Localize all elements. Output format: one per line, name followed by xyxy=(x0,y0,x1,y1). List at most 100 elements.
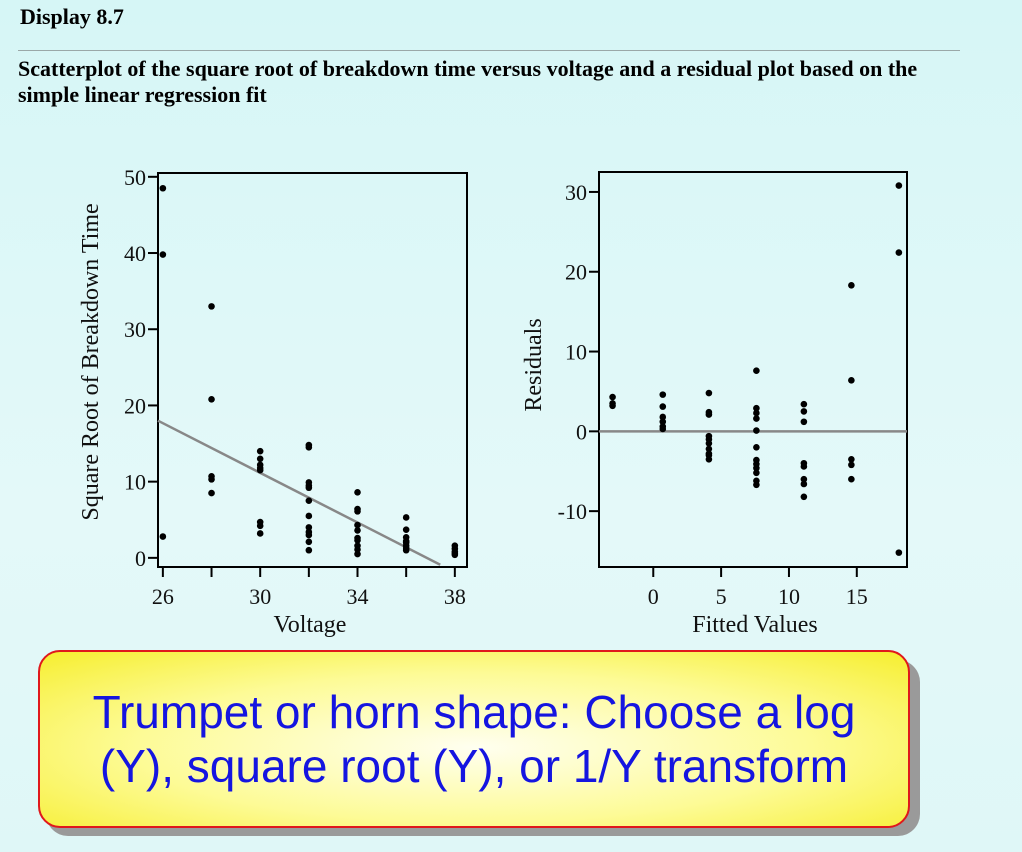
y-tick-label: 30 xyxy=(565,180,587,205)
data-point xyxy=(354,489,361,496)
data-point xyxy=(800,475,808,483)
title-divider xyxy=(18,50,960,51)
data-point xyxy=(609,402,616,410)
data-point xyxy=(402,526,410,533)
data-point xyxy=(354,550,361,558)
data-point xyxy=(305,524,313,531)
data-point xyxy=(305,531,313,539)
data-point xyxy=(659,391,667,398)
x-tick-label: 5 xyxy=(716,584,727,609)
data-point xyxy=(159,184,167,192)
y-tick-label: 40 xyxy=(124,241,146,266)
data-point xyxy=(256,466,264,474)
x-tick-label: 15 xyxy=(846,584,868,609)
data-point xyxy=(895,549,903,556)
data-point xyxy=(659,413,667,421)
figure-caption: Scatterplot of the square root of breakd… xyxy=(18,56,918,107)
data-point xyxy=(305,546,313,554)
residual-plot: -10 0 10 20 30 0 5 10 15 Fitted Values Residual… xyxy=(521,171,908,638)
data-point xyxy=(800,463,808,470)
right-data-points xyxy=(609,182,903,556)
data-point xyxy=(256,530,264,537)
voltage-scatterplot: 0 10 20 30 40 50 26 30 34 38 Voltage Square Root… xyxy=(78,165,468,638)
data-point xyxy=(800,480,808,488)
data-point xyxy=(848,475,855,483)
data-point xyxy=(848,376,855,384)
data-point xyxy=(354,527,361,534)
data-point xyxy=(402,546,410,554)
left-x-axis-ticks: 26 30 34 38 xyxy=(152,567,466,609)
data-point xyxy=(305,444,313,451)
data-point xyxy=(305,512,313,520)
left-plot-frame xyxy=(157,172,468,568)
transform-callout: Trumpet or horn shape: Choose a log (Y),… xyxy=(38,650,910,828)
left-x-axis-title: Voltage xyxy=(274,612,347,638)
y-tick-label: 50 xyxy=(124,165,146,190)
left-y-axis-title: Square Root of Breakdown Time xyxy=(78,203,104,520)
data-point xyxy=(208,396,215,403)
y-tick-label: -10 xyxy=(558,499,587,524)
data-point xyxy=(705,389,713,397)
data-point xyxy=(159,251,167,258)
display-label: Display 8.7 xyxy=(20,4,124,29)
data-point xyxy=(753,481,760,489)
y-tick-label: 10 xyxy=(565,340,587,365)
data-point xyxy=(256,447,264,455)
data-point xyxy=(800,493,808,501)
data-point xyxy=(256,455,264,463)
data-point xyxy=(159,533,167,540)
y-tick-label: 0 xyxy=(576,419,587,444)
data-point xyxy=(753,367,760,374)
data-point xyxy=(895,182,903,189)
left-data-points xyxy=(159,184,459,559)
right-x-axis-title: Fitted Values xyxy=(692,612,818,638)
right-plot-frame xyxy=(598,171,908,568)
right-x-axis-ticks: 0 5 10 15 xyxy=(648,567,868,609)
x-tick-label: 30 xyxy=(249,584,271,609)
x-tick-label: 26 xyxy=(152,584,174,609)
data-point xyxy=(609,393,616,401)
data-point xyxy=(208,476,215,483)
data-point xyxy=(753,409,760,417)
x-tick-label: 38 xyxy=(444,584,466,609)
callout-text: Trumpet or horn shape: Choose a log (Y),… xyxy=(92,686,856,792)
data-point xyxy=(705,445,713,453)
data-point xyxy=(800,400,808,408)
x-tick-label: 34 xyxy=(347,584,369,609)
y-tick-label: 10 xyxy=(124,470,146,495)
data-point xyxy=(354,508,361,515)
data-point xyxy=(848,461,855,469)
data-point xyxy=(354,546,361,553)
data-point xyxy=(305,497,313,504)
data-point xyxy=(753,464,760,472)
data-point xyxy=(402,514,410,521)
data-point xyxy=(753,415,760,422)
data-point xyxy=(753,404,760,412)
data-point xyxy=(705,455,713,463)
data-point xyxy=(208,303,215,310)
data-point xyxy=(659,418,667,426)
right-y-axis-ticks: -10 0 10 20 30 xyxy=(558,180,599,524)
data-point xyxy=(659,403,667,410)
x-tick-label: 10 xyxy=(778,584,800,609)
data-point xyxy=(705,411,713,418)
data-point xyxy=(848,455,855,463)
left-y-axis-ticks: 0 10 20 30 40 50 xyxy=(124,165,158,571)
data-point xyxy=(895,249,903,256)
data-point xyxy=(659,425,667,433)
data-point xyxy=(305,538,313,546)
data-point xyxy=(354,521,361,529)
y-tick-label: 20 xyxy=(565,260,587,285)
regression-fit-line xyxy=(157,419,441,566)
data-point xyxy=(354,537,361,544)
data-point xyxy=(848,282,855,289)
data-point xyxy=(208,489,215,497)
data-point xyxy=(256,522,264,530)
data-point xyxy=(753,444,760,451)
data-point xyxy=(451,551,459,559)
y-tick-label: 0 xyxy=(135,546,146,571)
x-tick-label: 0 xyxy=(648,584,659,609)
data-point xyxy=(753,469,760,477)
data-point xyxy=(705,440,713,447)
